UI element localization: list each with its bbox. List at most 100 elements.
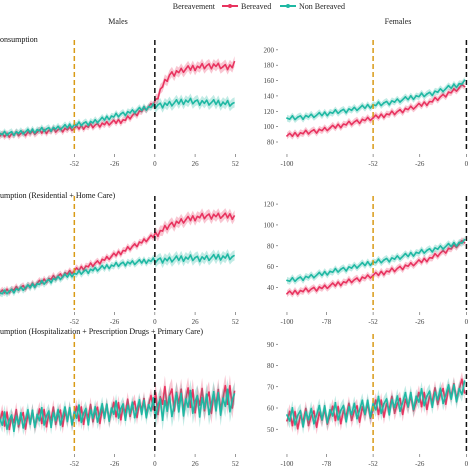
data-point	[388, 113, 391, 116]
data-point	[203, 409, 206, 412]
data-point	[388, 270, 391, 273]
data-point	[50, 278, 52, 281]
data-point	[175, 392, 178, 394]
legend-key-dot-non-bereaved	[286, 4, 290, 8]
data-point	[115, 112, 117, 115]
y-tick-label: 80	[267, 362, 275, 370]
y-tick-label: 80	[267, 242, 275, 250]
data-point	[101, 403, 104, 405]
data-point	[345, 111, 348, 114]
panel-females-total: -100 -52 -26 0 80 100 120 140 160 180 200	[264, 40, 469, 168]
data-point	[82, 122, 85, 125]
data-point	[286, 135, 288, 137]
data-point	[212, 99, 215, 101]
panel-females-residential: -100 -78 -52 -26 0 40 60 80 100 120	[264, 196, 469, 326]
data-point	[101, 258, 104, 261]
data-point	[383, 259, 385, 261]
data-point	[302, 425, 304, 428]
data-point	[323, 270, 326, 273]
data-point	[36, 128, 39, 131]
data-point	[36, 282, 39, 285]
data-point	[302, 132, 304, 135]
data-point	[377, 413, 380, 416]
data-point	[447, 384, 450, 386]
data-point	[377, 274, 380, 277]
data-point	[17, 425, 20, 428]
data-point	[110, 264, 113, 267]
data-point	[133, 263, 136, 266]
data-point	[356, 405, 358, 407]
data-point	[54, 128, 57, 130]
data-point	[409, 251, 412, 254]
data-point	[143, 238, 145, 241]
data-point	[345, 281, 348, 284]
data-point	[129, 415, 132, 418]
data-point	[404, 391, 407, 394]
data-point	[393, 412, 396, 415]
y-tick-label: 90	[267, 341, 275, 349]
data-point	[129, 248, 132, 251]
data-point	[226, 403, 229, 406]
data-point	[36, 413, 39, 416]
legend-item-non-bereaved[interactable]: Non Bereaved	[280, 2, 345, 11]
data-point	[447, 247, 450, 250]
data-point	[447, 84, 450, 87]
data-point	[27, 284, 29, 286]
data-point	[217, 388, 220, 391]
data-point	[129, 117, 132, 120]
data-point	[184, 99, 187, 102]
data-point	[45, 280, 48, 283]
data-point	[17, 423, 20, 425]
data-point	[458, 82, 461, 85]
data-point	[40, 422, 43, 425]
data-point	[175, 255, 178, 257]
data-point	[296, 427, 299, 430]
data-point	[329, 409, 331, 411]
data-point	[64, 272, 66, 274]
legend-item-bereaved[interactable]: Bereaved	[222, 2, 271, 11]
data-point	[87, 126, 90, 128]
data-point	[138, 110, 141, 112]
data-point	[92, 417, 94, 419]
data-point	[399, 265, 401, 268]
data-point	[329, 270, 331, 273]
data-point	[198, 216, 201, 219]
data-point	[92, 420, 94, 423]
data-point	[383, 402, 385, 405]
x-tick-label: -52	[368, 160, 378, 168]
x-tick-label: -52	[70, 460, 80, 468]
data-point	[222, 255, 224, 257]
data-point	[180, 67, 183, 70]
data-point	[161, 85, 164, 88]
data-point	[431, 406, 434, 409]
data-point	[350, 123, 353, 126]
data-point	[96, 260, 99, 262]
data-point	[3, 289, 6, 292]
data-point	[175, 70, 178, 72]
data-point	[356, 277, 358, 279]
data-point	[101, 122, 104, 125]
data-point	[453, 384, 455, 386]
y-tick-label: 50	[267, 426, 275, 434]
data-point	[115, 400, 117, 402]
data-point	[54, 131, 57, 133]
data-point	[50, 281, 52, 284]
data-point	[161, 262, 164, 264]
y-tick-label: 100	[264, 123, 275, 131]
data-point	[345, 270, 348, 272]
data-point	[194, 256, 197, 259]
x-tick-label: 0	[465, 160, 469, 168]
data-point	[356, 109, 358, 112]
data-point	[226, 216, 229, 219]
data-point	[152, 257, 155, 260]
ci-ribbon-non-bereaved	[287, 374, 465, 434]
data-point	[3, 425, 6, 427]
data-point	[420, 388, 423, 390]
data-point	[302, 290, 304, 293]
data-point	[161, 230, 164, 232]
data-point	[442, 249, 444, 252]
data-point	[399, 410, 401, 412]
data-point	[339, 126, 342, 129]
data-point	[339, 110, 342, 112]
data-point	[13, 291, 15, 294]
